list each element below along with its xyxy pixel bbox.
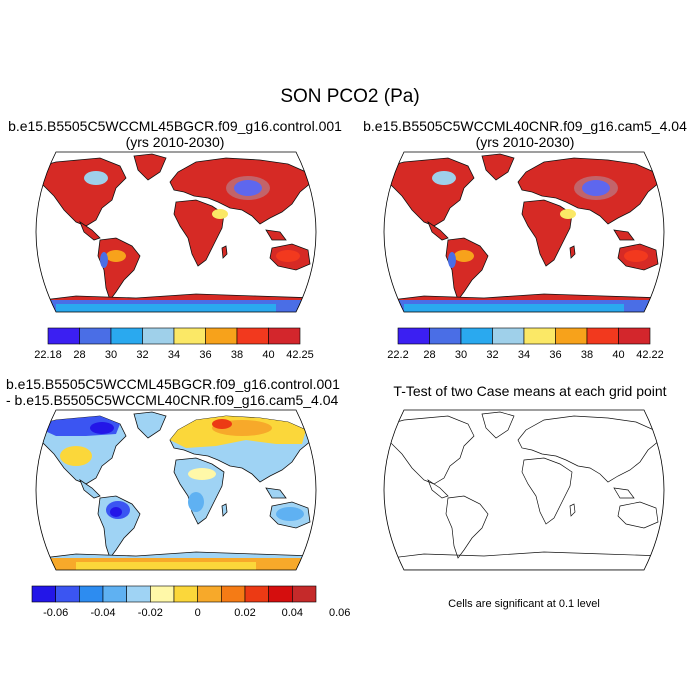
panel3-colorbar-swatch <box>244 585 269 603</box>
panel3-colorbar-tick-label: 0.02 <box>234 607 255 619</box>
significance-note: Cells are significant at 0.1 level <box>448 598 600 610</box>
panel3-colorbar-swatch <box>126 585 151 603</box>
panel2-colorbar-swatch <box>523 327 556 345</box>
panel4-title: T-Test of two Case means at each grid po… <box>360 383 700 399</box>
panel1-colorbar-tick-label: 22.18 <box>34 349 62 361</box>
panel1-colorbar-swatch <box>79 327 112 345</box>
panel1-colorbar-swatch <box>47 327 80 345</box>
panel2-colorbar-tick-label: 34 <box>518 349 530 361</box>
panel1-title: b.e15.B5505C5WCCML45BGCR.f09_g16.control… <box>0 118 350 150</box>
panel1-colorbar-swatch <box>110 327 143 345</box>
panel2-colorbar-swatch <box>555 327 588 345</box>
panel1-title-line2: (yrs 2010-2030) <box>125 134 225 150</box>
panel1-colorbar-tick-label: 40 <box>262 349 274 361</box>
panel2-colorbar-swatch <box>492 327 525 345</box>
panel3-colorbar-swatch <box>173 585 198 603</box>
panel2-colorbar-swatch <box>586 327 619 345</box>
panel3-colorbar-swatch <box>31 585 56 603</box>
panel1-colorbar-swatch <box>142 327 175 345</box>
panel2-colorbar-swatch <box>429 327 462 345</box>
panel3-colorbar-swatch <box>79 585 104 603</box>
panel2-colorbar-swatch <box>397 327 430 345</box>
panel1-colorbar-tick-label: 42.25 <box>286 349 314 361</box>
panel1-colorbar-swatch <box>236 327 269 345</box>
panel1-colorbar-tick-label: 36 <box>199 349 211 361</box>
panel4-map <box>383 409 665 571</box>
panel3-colorbar-swatch <box>102 585 127 603</box>
panel2-title-line2: (yrs 2010-2030) <box>475 134 575 150</box>
panel2-colorbar-swatch <box>618 327 651 345</box>
panel3-colorbar-tick-label: -0.04 <box>90 607 115 619</box>
panel1-colorbar: 22.18 28 30 32 34 36 38 40 42.25 <box>34 327 314 361</box>
panel3-map <box>35 409 317 571</box>
panel4-title-line1: T-Test of two Case means at each grid po… <box>393 383 667 399</box>
panel2-colorbar: 22.2 28 30 32 34 36 38 40 42.22 <box>387 327 664 361</box>
panel2-colorbar-tick-label: 30 <box>455 349 467 361</box>
panel3-colorbar-swatch <box>197 585 222 603</box>
panel1-colorbar-tick-label: 30 <box>105 349 117 361</box>
panel2-colorbar-tick-label: 22.2 <box>387 349 408 361</box>
panel1-colorbar-swatch <box>268 327 301 345</box>
panel3-colorbar-tick-label: 0.04 <box>282 607 303 619</box>
panel2-title-line1: b.e15.B5505C5WCCML40CNR.f09_g16.cam5_4.0… <box>363 118 687 134</box>
panel3-title: b.e15.B5505C5WCCML45BGCR.f09_g16.control… <box>6 376 351 408</box>
panel2-colorbar-swatch <box>460 327 493 345</box>
panel3-colorbar: -0.06 -0.04 -0.02 0 0.02 0.04 0.06 <box>31 585 350 619</box>
panel3-colorbar-tick-label: -0.06 <box>43 607 68 619</box>
panel1-colorbar-tick-label: 34 <box>168 349 180 361</box>
panel1-colorbar-swatch <box>205 327 238 345</box>
panel2-colorbar-tick-label: 36 <box>549 349 561 361</box>
panel3-colorbar-swatch <box>292 585 317 603</box>
main-title: SON PCO2 (Pa) <box>280 86 420 107</box>
panel2-colorbar-tick-label: 32 <box>486 349 498 361</box>
panel3-colorbar-tick-label: -0.02 <box>138 607 163 619</box>
panel1-colorbar-tick-label: 32 <box>136 349 148 361</box>
panel3-title-line1: b.e15.B5505C5WCCML45BGCR.f09_g16.control… <box>6 376 340 392</box>
panel2-title: b.e15.B5505C5WCCML40CNR.f09_g16.cam5_4.0… <box>350 118 700 150</box>
panel2-map <box>383 151 665 313</box>
panel1-map <box>35 151 317 313</box>
panel2-colorbar-tick-label: 28 <box>423 349 435 361</box>
panel3-title-line2: - b.e15.B5505C5WCCML40CNR.f09_g16.cam5_4… <box>6 392 339 408</box>
panel3-colorbar-tick-label: 0.06 <box>329 607 350 619</box>
panel1-colorbar-tick-label: 28 <box>73 349 85 361</box>
panel1-colorbar-swatch <box>173 327 206 345</box>
panel3-colorbar-swatch <box>221 585 246 603</box>
panel3-colorbar-tick-label: 0 <box>195 607 201 619</box>
panel1-colorbar-tick-label: 38 <box>231 349 243 361</box>
panel3-colorbar-swatch <box>55 585 80 603</box>
panel2-colorbar-tick-label: 40 <box>612 349 624 361</box>
panel2-colorbar-tick-label: 42.22 <box>636 349 664 361</box>
panel1-title-line1: b.e15.B5505C5WCCML45BGCR.f09_g16.control… <box>8 118 342 134</box>
panel3-colorbar-swatch <box>268 585 293 603</box>
panel3-colorbar-swatch <box>150 585 175 603</box>
panel2-colorbar-tick-label: 38 <box>581 349 593 361</box>
